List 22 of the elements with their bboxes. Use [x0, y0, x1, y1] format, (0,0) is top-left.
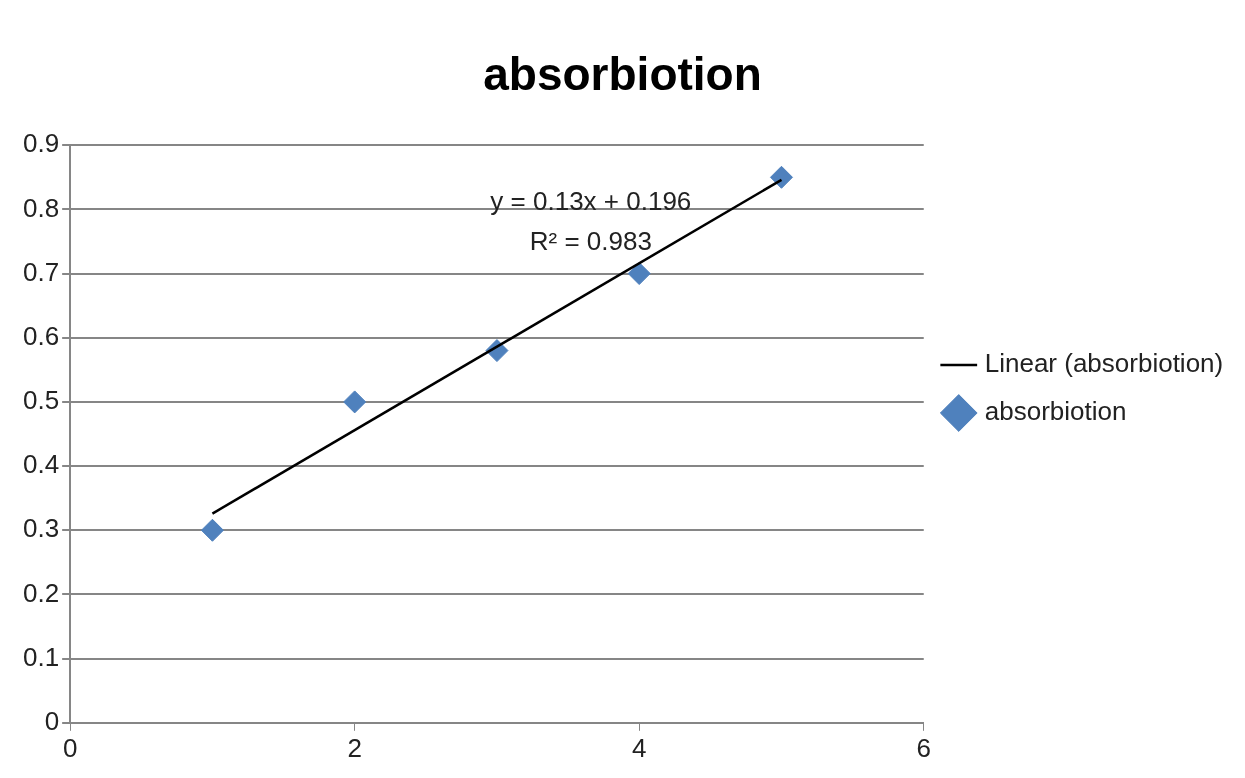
x-tick-label: 6 [916, 732, 931, 763]
y-tick-label: 0 [44, 705, 60, 736]
annotation: y = 0.13x + 0.196 [490, 186, 692, 217]
y-tick-label: 0.7 [22, 256, 60, 287]
legend-label: absorbiotion [984, 396, 1127, 427]
y-tick-label: 0.1 [22, 641, 60, 672]
point [343, 390, 367, 414]
x-tick-label: 2 [347, 732, 362, 763]
y-tick-label: 0.8 [22, 192, 60, 223]
y-tick-label: 0.9 [22, 128, 60, 159]
point [627, 262, 651, 286]
y-tick-label: 0.2 [22, 577, 60, 608]
x-tick-label: 4 [631, 732, 647, 763]
y-tick-label: 0.5 [22, 385, 60, 416]
y-tick-label: 0.3 [22, 513, 60, 544]
annotation: R² = 0.983 [529, 226, 652, 257]
y-tick-label: 0.6 [22, 320, 60, 351]
point [200, 518, 224, 542]
y-tick-label: 0.4 [22, 449, 60, 480]
chart-title: absorbiotion [483, 48, 762, 101]
point [769, 165, 793, 189]
legend-label: Linear (absorbiotion) [984, 348, 1224, 379]
